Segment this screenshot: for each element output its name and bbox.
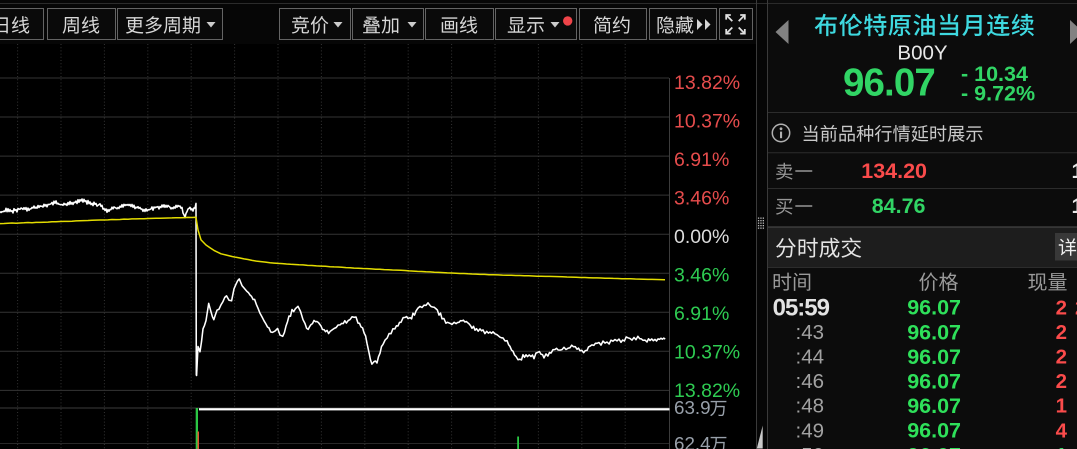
svg-text:2: 2 [1056, 346, 1067, 369]
svg-text:3.46%: 3.46% [674, 265, 729, 287]
svg-text:05:59: 05:59 [773, 295, 830, 322]
svg-text:13.82%: 13.82% [674, 72, 740, 94]
svg-text:6.91%: 6.91% [674, 149, 729, 171]
svg-text:10.37%: 10.37% [674, 342, 740, 364]
svg-text:1: 1 [1072, 194, 1077, 218]
svg-text:10.37%: 10.37% [674, 111, 740, 133]
svg-text:96.07: 96.07 [843, 62, 935, 105]
svg-text::43: :43 [796, 321, 825, 344]
svg-text:96.07: 96.07 [907, 443, 961, 449]
svg-text:2: 2 [1056, 370, 1067, 393]
svg-text:96.07: 96.07 [907, 394, 961, 418]
svg-text:B00Y: B00Y [897, 41, 947, 64]
svg-text:1: 1 [1056, 444, 1067, 449]
svg-text::49: :49 [796, 419, 825, 442]
svg-text:3.46%: 3.46% [674, 188, 729, 210]
svg-text:2: 2 [1056, 296, 1067, 319]
svg-text:4: 4 [1056, 419, 1068, 442]
svg-text:6.91%: 6.91% [674, 303, 729, 325]
svg-text:1: 1 [1072, 159, 1077, 183]
svg-text:- 9.72%: - 9.72% [961, 82, 1035, 106]
svg-text::44: :44 [796, 346, 825, 369]
svg-text:84.76: 84.76 [872, 194, 926, 218]
svg-text:96.07: 96.07 [907, 419, 961, 443]
svg-text::46: :46 [796, 370, 825, 393]
svg-text:62.4: 62.4 [674, 433, 711, 449]
svg-text:13.82%: 13.82% [674, 380, 740, 402]
svg-text:96.07: 96.07 [907, 370, 961, 394]
svg-text:0.00%: 0.00% [674, 226, 729, 248]
svg-text:- 10.34: - 10.34 [961, 62, 1028, 86]
svg-text:2: 2 [1075, 296, 1077, 319]
svg-text:2: 2 [1056, 321, 1067, 344]
svg-text:134.20: 134.20 [861, 159, 927, 183]
svg-text:1: 1 [1056, 395, 1067, 418]
svg-text:96.07: 96.07 [907, 296, 961, 320]
svg-text:96.07: 96.07 [907, 345, 961, 369]
svg-text:63.9: 63.9 [674, 397, 711, 418]
svg-text:96.07: 96.07 [907, 320, 961, 344]
svg-text::48: :48 [796, 395, 825, 418]
svg-text::50: :50 [796, 444, 825, 449]
